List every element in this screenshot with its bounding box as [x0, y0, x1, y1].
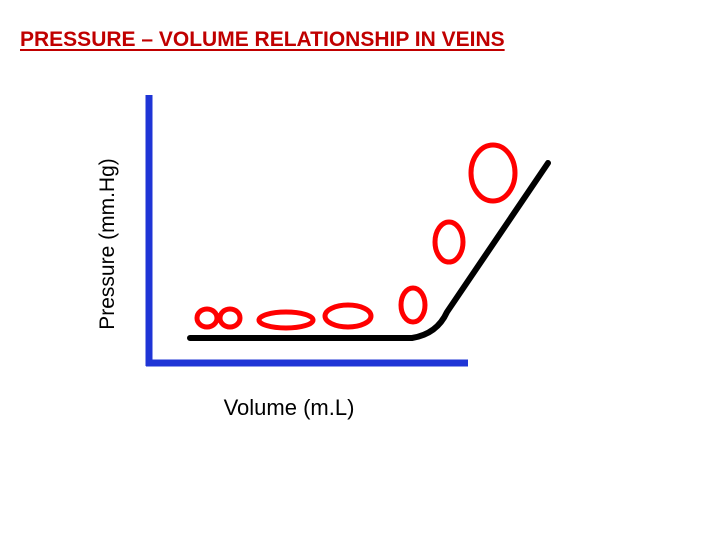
vein-flattened-shape	[256, 309, 316, 331]
vein-distended-round	[468, 142, 518, 204]
vein-upright-oval-small	[398, 285, 428, 325]
vein-upright-oval-medium	[432, 219, 466, 265]
x-axis-label: Volume (m.L)	[223, 395, 355, 420]
pressure-volume-curve	[187, 160, 551, 341]
vein-oval-shape	[322, 302, 374, 330]
vein-collapsed-shape	[194, 306, 243, 330]
page-title: PRESSURE – VOLUME RELATIONSHIP IN VEINS	[20, 28, 505, 51]
